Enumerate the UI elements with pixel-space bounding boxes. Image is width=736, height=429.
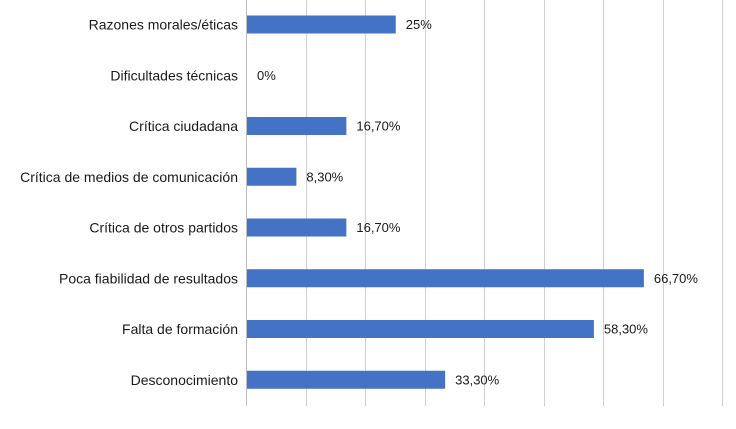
category-labels: Razones morales/éticas Dificultades técni… bbox=[20, 17, 238, 388]
bar bbox=[247, 167, 297, 186]
category-label: Poca fiabilidad de resultados bbox=[59, 270, 238, 286]
data-labels: 25% 0% 16,70% 8,30% 16,70% 66,70% 58,30% 33,30% bbox=[257, 17, 698, 387]
data-label: 58,30% bbox=[604, 322, 649, 337]
data-label: 33,30% bbox=[455, 372, 500, 387]
category-label: Desconocimiento bbox=[131, 372, 239, 388]
bar bbox=[247, 218, 347, 237]
category-label: Crítica de medios de comunicación bbox=[20, 169, 238, 185]
data-label: 0% bbox=[257, 68, 276, 83]
bar bbox=[247, 370, 446, 389]
data-label: 16,70% bbox=[356, 119, 401, 134]
data-label: 66,70% bbox=[654, 271, 699, 286]
data-label: 8,30% bbox=[306, 169, 343, 184]
bar bbox=[247, 269, 644, 288]
data-label: 25% bbox=[406, 17, 432, 32]
category-label: Crítica ciudadana bbox=[129, 118, 238, 134]
category-label: Crítica de otros partidos bbox=[89, 220, 238, 236]
category-label: Dificultades técnicas bbox=[110, 67, 238, 83]
bar bbox=[247, 117, 347, 135]
gridlines bbox=[306, 0, 723, 406]
bar bbox=[247, 320, 594, 338]
category-label: Razones morales/éticas bbox=[89, 17, 238, 33]
bars bbox=[247, 15, 644, 389]
category-label: Falta de formación bbox=[122, 321, 238, 337]
bar bbox=[247, 15, 396, 34]
data-label: 16,70% bbox=[356, 220, 401, 235]
